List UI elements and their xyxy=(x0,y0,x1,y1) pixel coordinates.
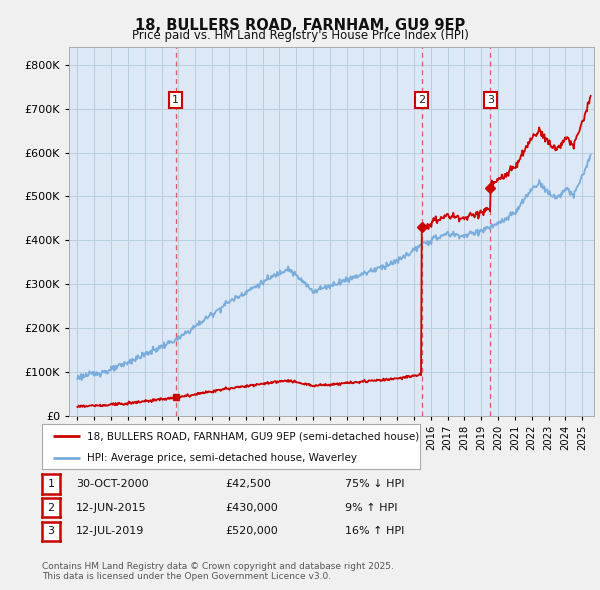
Text: 1: 1 xyxy=(47,479,55,489)
Text: 75% ↓ HPI: 75% ↓ HPI xyxy=(345,479,404,489)
Text: £430,000: £430,000 xyxy=(225,503,278,513)
Text: 12-JUN-2015: 12-JUN-2015 xyxy=(76,503,147,513)
Text: 2: 2 xyxy=(47,503,55,513)
Text: 18, BULLERS ROAD, FARNHAM, GU9 9EP: 18, BULLERS ROAD, FARNHAM, GU9 9EP xyxy=(135,18,465,32)
Text: £520,000: £520,000 xyxy=(225,526,278,536)
Text: Contains HM Land Registry data © Crown copyright and database right 2025.
This d: Contains HM Land Registry data © Crown c… xyxy=(42,562,394,581)
Text: £42,500: £42,500 xyxy=(225,479,271,489)
Text: 30-OCT-2000: 30-OCT-2000 xyxy=(76,479,149,489)
Text: 3: 3 xyxy=(47,526,55,536)
Text: 18, BULLERS ROAD, FARNHAM, GU9 9EP (semi-detached house): 18, BULLERS ROAD, FARNHAM, GU9 9EP (semi… xyxy=(88,431,419,441)
Text: 1: 1 xyxy=(172,95,179,105)
Text: 12-JUL-2019: 12-JUL-2019 xyxy=(76,526,145,536)
Text: 9% ↑ HPI: 9% ↑ HPI xyxy=(345,503,398,513)
Text: 2: 2 xyxy=(418,95,425,105)
Text: 3: 3 xyxy=(487,95,494,105)
Text: HPI: Average price, semi-detached house, Waverley: HPI: Average price, semi-detached house,… xyxy=(88,453,358,463)
Text: Price paid vs. HM Land Registry's House Price Index (HPI): Price paid vs. HM Land Registry's House … xyxy=(131,30,469,42)
Text: 16% ↑ HPI: 16% ↑ HPI xyxy=(345,526,404,536)
